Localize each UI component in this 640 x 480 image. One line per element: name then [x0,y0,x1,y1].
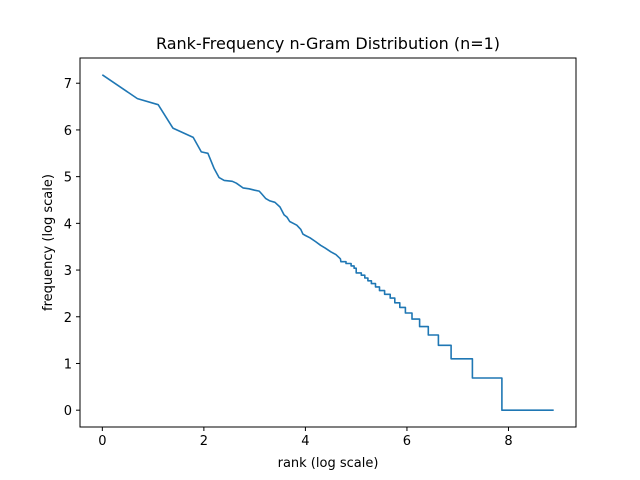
x-axis-label: rank (log scale) [278,456,379,471]
y-tick-label: 0 [64,404,72,419]
y-tick-label: 3 [64,264,72,279]
x-tick-label: 8 [504,434,512,449]
x-tick-label: 4 [301,434,309,449]
y-tick-label: 1 [64,357,72,372]
y-tick-label: 6 [64,124,72,139]
y-tick-label: 4 [64,217,72,232]
y-tick-label: 7 [64,77,72,92]
y-tick-label: 2 [64,311,72,326]
y-tick-label: 5 [64,171,72,186]
y-axis-label: frequency (log scale) [41,174,56,311]
x-tick-label: 0 [98,434,106,449]
plot-frame [79,57,577,428]
plot-area: 0 2 4 6 8 0 1 2 3 4 5 6 7 [64,74,554,449]
chart-title: Rank-Frequency n-Gram Distribution (n=1) [156,34,500,53]
series-line [101,74,554,411]
x-tick-label: 6 [403,434,411,449]
x-tick-label: 2 [200,434,208,449]
